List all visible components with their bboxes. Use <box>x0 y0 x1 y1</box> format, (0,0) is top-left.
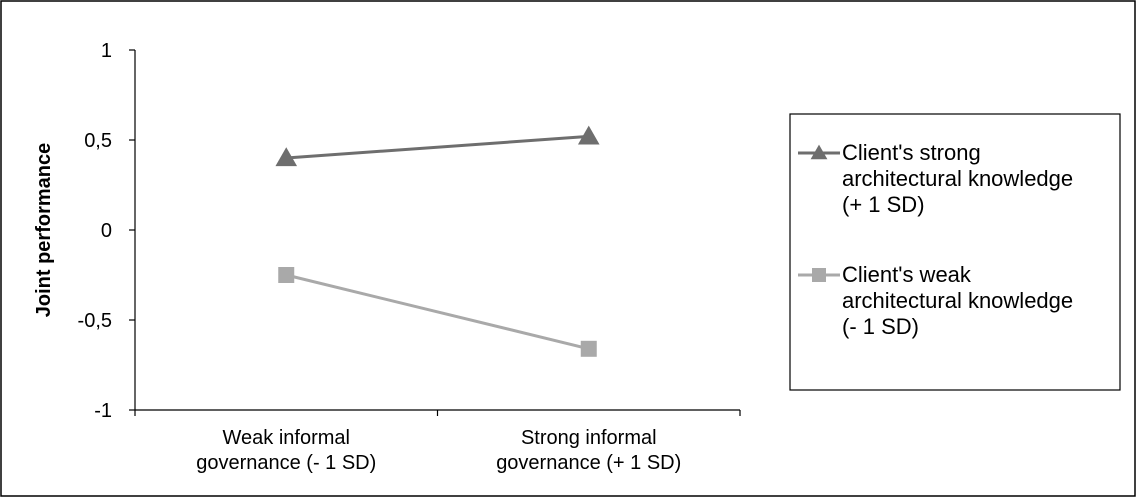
legend-marker <box>810 144 828 160</box>
legend-label-line: Client's strong <box>842 140 981 165</box>
legend-label-line: (- 1 SD) <box>842 314 919 339</box>
x-category-label-line: Weak informal <box>223 427 350 449</box>
legend-label-line: architectural knowledge <box>842 166 1073 191</box>
y-tick-label: 1 <box>101 40 112 62</box>
y-tick-label: -1 <box>94 400 112 422</box>
x-category-label-line: governance (- 1 SD) <box>196 452 376 474</box>
y-axis-title: Joint performance <box>33 143 55 317</box>
legend-label: Client's weak architectural knowledge (- 1… <box>842 262 1073 339</box>
y-tick-label: 0,5 <box>84 130 112 152</box>
data-point <box>580 340 597 357</box>
legend-label-line: Client's weak <box>842 262 972 287</box>
y-tick-label: -0,5 <box>78 310 112 332</box>
data-point <box>577 125 600 145</box>
data-point <box>275 147 298 167</box>
legend-box <box>789 113 1121 391</box>
series-line <box>285 273 590 351</box>
y-tick-label: 0 <box>101 220 112 242</box>
legend-label-line: (+ 1 SD) <box>842 192 925 217</box>
legend-label-line: architectural knowledge <box>842 288 1073 313</box>
x-category-label: Weak informal governance (- 1 SD) <box>196 427 376 474</box>
legend-label: Client's strong architectural knowledge (+… <box>842 140 1073 217</box>
legend-marker <box>812 268 826 282</box>
axes: 1 0,5 0 -0,5 -1 Weak informal governance (- 1 … <box>33 40 741 474</box>
x-category-label: Strong informal governance (+ 1 SD) <box>496 427 681 474</box>
data-point <box>278 267 295 283</box>
legend-entry-2: Client's weak architectural knowledge (- 1… <box>798 262 1073 339</box>
x-category-label-line: governance (+ 1 SD) <box>496 452 681 474</box>
legend: Client's strong architectural knowledge (+… <box>789 113 1121 391</box>
series-2 <box>278 267 597 357</box>
legend-entry-1: Client's strong architectural knowledge (+… <box>798 140 1073 217</box>
x-category-label-line: Strong informal <box>521 427 657 449</box>
series-1 <box>275 125 600 167</box>
series-line <box>286 134 589 160</box>
plot-area <box>275 125 600 357</box>
